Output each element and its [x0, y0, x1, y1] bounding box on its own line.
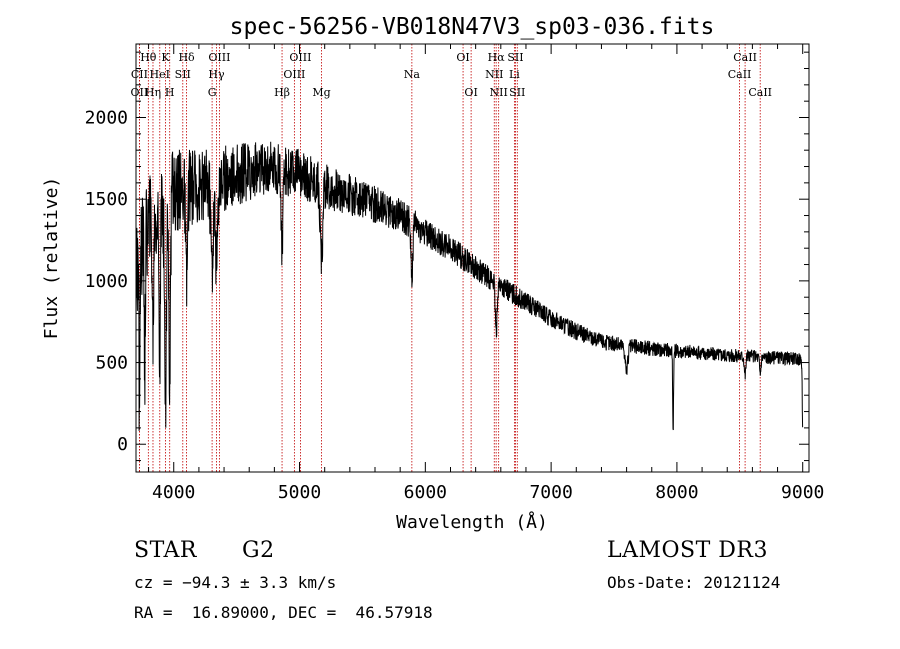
line-marker-label: OI	[456, 51, 469, 64]
y-axis-ticks: 0 500 1000 1500 2000	[85, 51, 809, 462]
line-marker-label: NII	[485, 68, 503, 81]
object-class: STAR	[134, 538, 197, 563]
line-marker-label: NII	[490, 86, 508, 99]
line-marker-label: SII	[509, 86, 525, 99]
line-marker-label: Na	[404, 68, 421, 81]
line-marker-label: Li	[509, 68, 520, 81]
x-tick-label: 7000	[529, 482, 572, 503]
line-marker-label: Mg	[312, 86, 330, 99]
plot-frame	[135, 43, 810, 473]
x-tick-label: 9000	[781, 482, 824, 503]
line-marker-label: SII	[175, 68, 191, 81]
line-marker-label: OIII	[289, 51, 311, 64]
line-marker-label: SII	[507, 51, 523, 64]
line-marker-label: OIII	[283, 68, 305, 81]
x-axis-ticks: 4000 5000 6000 7000 8000 9000	[148, 44, 824, 503]
x-tick-label: 4000	[152, 482, 195, 503]
line-marker-label: K	[161, 51, 170, 64]
survey-name: LAMOST DR3	[607, 538, 768, 563]
redshift-velocity: cz = −94.3 ± 3.3 km/s	[134, 573, 337, 592]
spectrum-line	[135, 141, 804, 431]
observation-date: Obs-Date: 20121124	[607, 573, 781, 592]
line-marker-label: OIII	[208, 51, 230, 64]
line-marker-label: HeI	[150, 68, 170, 81]
y-tick-label: 1500	[85, 189, 128, 210]
x-axis-label: Wavelength (Å)	[396, 511, 548, 533]
line-marker-label: OI	[464, 86, 477, 99]
y-tick-label: 2000	[85, 108, 128, 129]
line-marker-label: Hβ	[274, 86, 290, 99]
y-tick-label: 1000	[85, 271, 128, 292]
chart-title: spec-56256-VB018N47V3_sp03-036.fits	[230, 14, 715, 40]
y-axis-label: Flux (relative)	[41, 177, 62, 340]
line-marker-label: Hα	[488, 51, 506, 64]
line-marker-label: Hδ	[178, 51, 195, 64]
line-marker-label: CaII	[733, 51, 757, 64]
line-marker-label: G	[208, 86, 217, 99]
line-marker-label: CII	[131, 68, 148, 81]
line-marker-label: Hη	[145, 86, 161, 99]
x-tick-label: 8000	[655, 482, 698, 503]
line-marker-label: CaII	[728, 68, 752, 81]
y-tick-label: 0	[117, 434, 128, 455]
line-marker-label: CaII	[748, 86, 772, 99]
line-marker-label: OII	[131, 86, 149, 99]
line-marker-label: H	[165, 86, 175, 99]
x-tick-label: 6000	[404, 482, 447, 503]
line-marker-label: Hγ	[208, 68, 225, 81]
object-subclass: G2	[242, 538, 275, 563]
line-marker-label: Hθ	[140, 51, 157, 64]
coordinates: RA = 16.89000, DEC = 46.57918	[134, 603, 433, 622]
x-tick-label: 5000	[278, 482, 321, 503]
y-tick-label: 500	[95, 353, 128, 374]
